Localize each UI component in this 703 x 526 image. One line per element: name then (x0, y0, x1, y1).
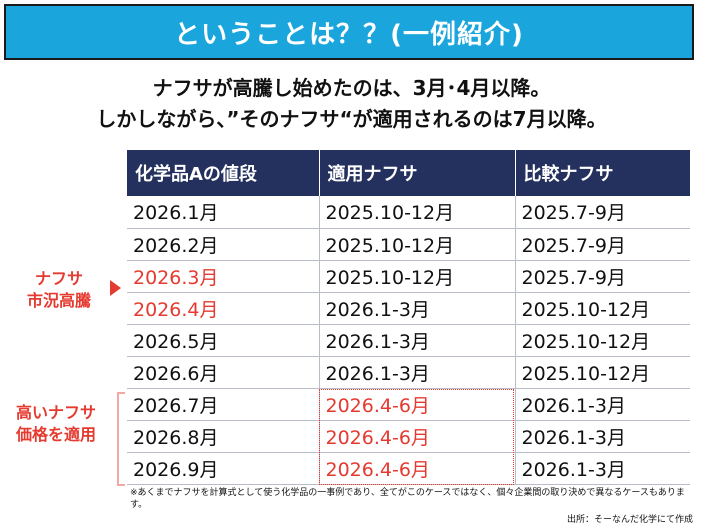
cell-price-period: 2026.3月 (127, 260, 320, 293)
cell-applied-naphtha: 2025.10-12月 (319, 196, 516, 229)
source-credit: 出所：そーなんだ化学にて作成 (566, 515, 693, 525)
cell-applied-naphtha: 2025.10-12月 (319, 228, 516, 261)
pricing-table: 化学品Aの値段 適用ナフサ 比較ナフサ 2026.1月 2025.10-12月 20… (127, 150, 690, 485)
table-row: 2026.2月 2025.10-12月 2025.7-9月 (127, 228, 690, 261)
cell-comparison-naphtha: 2025.10-12月 (515, 324, 690, 357)
table-row: 2026.4月 2026.1-3月 2025.10-12月 (127, 292, 690, 325)
cell-comparison-naphtha: 2025.10-12月 (515, 356, 690, 389)
table-body: 2026.1月 2025.10-12月 2025.7-9月 2026.2月 2025.1… (127, 196, 690, 485)
arrow-right-icon (110, 280, 121, 296)
cell-price-period: 2026.4月 (127, 292, 320, 325)
naphtha-spike-label-line2: 市況高騰 (26, 291, 91, 310)
cell-applied-naphtha: 2026.4-6月 (319, 452, 516, 485)
high-naphtha-applied-label: 高いナフサ 価格を適用 (0, 402, 112, 446)
header-applied-naphtha: 適用ナフサ (319, 150, 516, 196)
cell-price-period: 2026.6月 (127, 356, 320, 389)
header-comparison-naphtha: 比較ナフサ (515, 150, 690, 196)
cell-comparison-naphtha: 2026.1-3月 (515, 388, 690, 421)
table-row: 2026.3月 2025.10-12月 2025.7-9月 (127, 260, 690, 293)
high-naphtha-applied-label-line1: 高いナフサ (15, 403, 96, 422)
cell-applied-naphtha: 2026.1-3月 (319, 356, 516, 389)
cell-comparison-naphtha: 2025.10-12月 (515, 292, 690, 325)
page-title: ということは？？(一例紹介) (174, 19, 524, 50)
cell-comparison-naphtha: 2026.1-3月 (515, 452, 690, 485)
table-row: 2026.7月 2026.4-6月 2026.1-3月 (127, 388, 690, 421)
cell-price-period: 2026.2月 (127, 228, 320, 261)
cell-comparison-naphtha: 2025.7-9月 (515, 196, 690, 229)
cell-comparison-naphtha: 2025.7-9月 (515, 228, 690, 261)
footnote: ※あくまでナフサを計算式として使う化学品の一事例であり、全てがこのケースではなく… (130, 488, 685, 510)
table-row: 2026.8月 2026.4-6月 2026.1-3月 (127, 420, 690, 453)
cell-price-period: 2026.5月 (127, 324, 320, 357)
subtitle-line-2: しかしながら、”そのナフサ“が適用されるのは7月以降。 (96, 107, 607, 131)
table-row: 2026.9月 2026.4-6月 2026.1-3月 (127, 452, 690, 485)
title-banner: ということは？？(一例紹介) (4, 4, 694, 60)
table-row: 2026.5月 2026.1-3月 2025.10-12月 (127, 324, 690, 357)
cell-price-period: 2026.9月 (127, 452, 320, 485)
bracket-icon (117, 392, 125, 486)
cell-comparison-naphtha: 2025.7-9月 (515, 260, 690, 293)
subtitle-line-1: ナフサが高騰し始めたのは、3月･4月以降。 (152, 76, 551, 100)
cell-applied-naphtha: 2026.1-3月 (319, 292, 516, 325)
naphtha-spike-label-line1: ナフサ (34, 269, 83, 288)
cell-price-period: 2026.7月 (127, 388, 320, 421)
high-naphtha-applied-label-line2: 価格を適用 (15, 425, 96, 444)
cell-price-period: 2026.8月 (127, 420, 320, 453)
table-row: 2026.6月 2026.1-3月 2025.10-12月 (127, 356, 690, 389)
cell-applied-naphtha: 2026.1-3月 (319, 324, 516, 357)
cell-comparison-naphtha: 2026.1-3月 (515, 420, 690, 453)
cell-price-period: 2026.1月 (127, 196, 320, 229)
header-chemical-price: 化学品Aの値段 (127, 150, 320, 196)
naphtha-spike-label: ナフサ 市況高騰 (4, 268, 114, 312)
cell-applied-naphtha: 2025.10-12月 (319, 260, 516, 293)
cell-applied-naphtha: 2026.4-6月 (319, 388, 516, 421)
cell-applied-naphtha: 2026.4-6月 (319, 420, 516, 453)
table-row: 2026.1月 2025.10-12月 2025.7-9月 (127, 196, 690, 229)
table-header-row: 化学品Aの値段 適用ナフサ 比較ナフサ (127, 150, 690, 196)
